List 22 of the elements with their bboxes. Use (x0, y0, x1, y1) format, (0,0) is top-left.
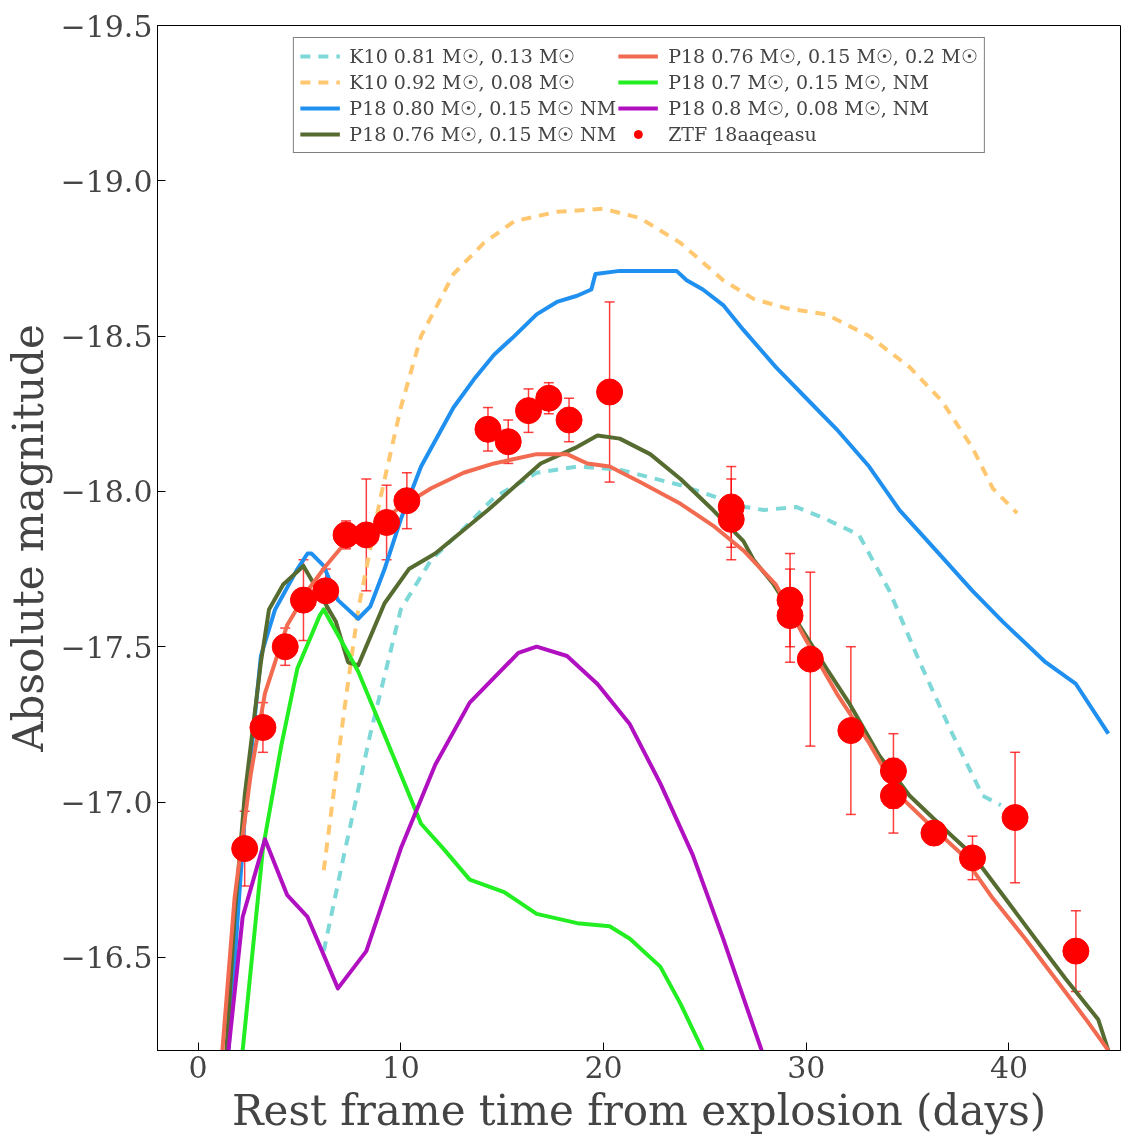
y-tick-label: −17.0 (60, 785, 153, 821)
x-tick-label: 0 (188, 1049, 208, 1085)
legend-label: P18 0.76 M☉, 0.15 M☉, 0.2 M☉ (668, 44, 978, 68)
y-tick-label: −18.0 (60, 474, 153, 510)
legend-label: K10 0.92 M☉, 0.08 M☉ (349, 70, 576, 94)
y-tick-label: −17.5 (60, 629, 153, 665)
x-tick-label: 20 (584, 1049, 623, 1085)
legend-label: P18 0.80 M☉, 0.15 M☉ NM (349, 96, 617, 120)
legend-label: P18 0.7 M☉, 0.15 M☉, NM (668, 70, 929, 94)
x-tick-label: 40 (989, 1049, 1029, 1085)
legend-label: P18 0.76 M☉, 0.15 M☉ NM (349, 122, 617, 146)
legend-label: K10 0.81 M☉, 0.13 M☉ (349, 44, 576, 68)
y-tick-label: −18.5 (60, 319, 153, 355)
x-tick-label: 30 (787, 1049, 826, 1085)
y-tick-label: −19.0 (60, 163, 153, 199)
x-tick-label: 10 (381, 1049, 420, 1085)
x-axis-title: Rest frame time from explosion (days) (231, 1085, 1047, 1135)
y-tick-label: −19.5 (60, 8, 153, 44)
legend-label: ZTF 18aaqeasu (668, 122, 817, 146)
y-axis-title: Absolute magnitude (3, 324, 53, 753)
legend-label: P18 0.8 M☉, 0.08 M☉, NM (668, 96, 929, 120)
y-tick-label: −16.5 (60, 940, 153, 976)
